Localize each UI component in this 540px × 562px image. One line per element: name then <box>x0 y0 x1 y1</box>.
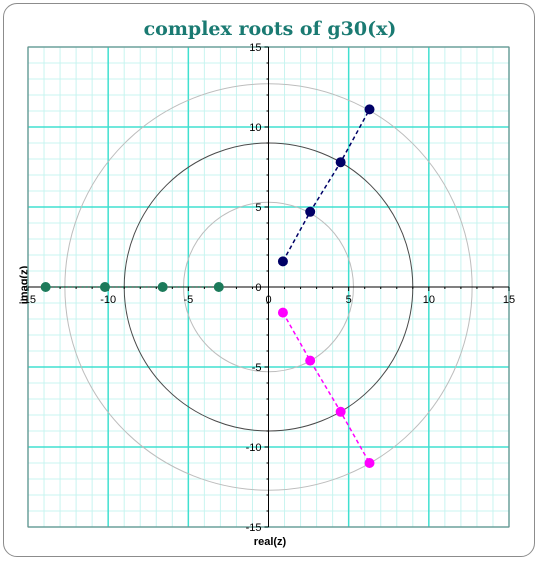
series-1-point <box>157 282 168 292</box>
series-1-point <box>99 282 110 292</box>
x-tick-label: 15 <box>503 294 515 306</box>
chart-title: complex roots of g30(x) <box>143 18 397 40</box>
y-tick-label: -15 <box>246 522 262 534</box>
y-tick-label: -10 <box>246 442 262 454</box>
series-3-line <box>282 312 371 464</box>
series-2-point <box>335 157 346 168</box>
series-3-point <box>364 458 375 468</box>
x-tick-label: 0 <box>265 294 271 306</box>
series-3-point <box>277 307 288 318</box>
series-2-point <box>305 206 316 217</box>
series-2-point <box>364 104 375 115</box>
y-tick-label: 5 <box>255 202 261 214</box>
x-tick-label: -15 <box>20 294 36 306</box>
series-2-point <box>277 256 288 267</box>
y-tick-label: 15 <box>249 42 261 54</box>
x-tick-label: 5 <box>346 294 352 306</box>
x-tick-label: 10 <box>423 294 435 306</box>
series-3-point <box>335 406 346 417</box>
y-tick-label: 10 <box>249 122 261 134</box>
series-1-point <box>213 282 224 292</box>
series-2-line <box>282 109 371 262</box>
series-3-point <box>305 355 316 366</box>
x-tick-label: -10 <box>100 294 116 306</box>
series-1-point <box>40 282 51 292</box>
x-axis-label: real(z) <box>253 536 287 548</box>
x-tick-label: -5 <box>183 294 193 306</box>
y-tick-label: 0 <box>255 282 261 294</box>
y-tick-label: -5 <box>252 362 262 374</box>
